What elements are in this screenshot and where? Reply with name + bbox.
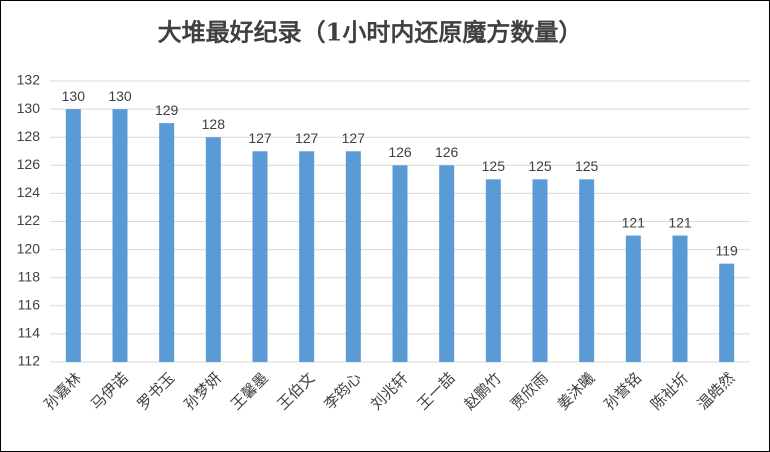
data-label: 130 <box>108 88 132 104</box>
data-label: 125 <box>528 158 552 174</box>
data-label: 126 <box>388 144 412 160</box>
bar <box>205 137 221 362</box>
y-tick-label: 132 <box>17 72 41 88</box>
bar <box>345 151 361 362</box>
data-label: 119 <box>716 242 739 258</box>
y-tick-label: 120 <box>17 240 41 256</box>
bar <box>159 123 175 363</box>
data-label: 128 <box>202 116 226 132</box>
bar <box>719 263 735 362</box>
data-label: 121 <box>668 214 692 230</box>
data-label: 130 <box>62 88 86 104</box>
y-tick-label: 116 <box>18 297 41 313</box>
y-tick-label: 130 <box>17 100 41 116</box>
bar <box>252 151 268 362</box>
data-label: 126 <box>435 144 459 160</box>
bar <box>485 179 501 362</box>
bar <box>65 109 81 362</box>
bar <box>579 179 595 362</box>
bar <box>672 235 688 362</box>
bar <box>532 179 548 362</box>
data-label: 127 <box>248 130 272 146</box>
y-tick-label: 112 <box>18 353 41 369</box>
data-label: 129 <box>155 102 179 118</box>
data-label: 125 <box>482 158 506 174</box>
bar <box>299 151 315 362</box>
bar <box>112 109 128 362</box>
data-label: 127 <box>295 130 319 146</box>
bar <box>439 165 455 362</box>
bar <box>392 165 408 362</box>
y-tick-label: 124 <box>17 184 41 200</box>
y-tick-label: 128 <box>17 128 41 144</box>
data-label: 127 <box>342 130 366 146</box>
data-label: 121 <box>622 214 646 230</box>
y-tick-label: 122 <box>17 212 41 228</box>
data-label: 125 <box>575 158 599 174</box>
y-tick-label: 114 <box>18 325 41 341</box>
chart-title: 大堆最好纪录（1小时内还原魔方数量） <box>158 18 583 47</box>
bar <box>625 235 641 362</box>
y-tick-label: 118 <box>18 268 41 284</box>
y-tick-label: 126 <box>17 156 41 172</box>
